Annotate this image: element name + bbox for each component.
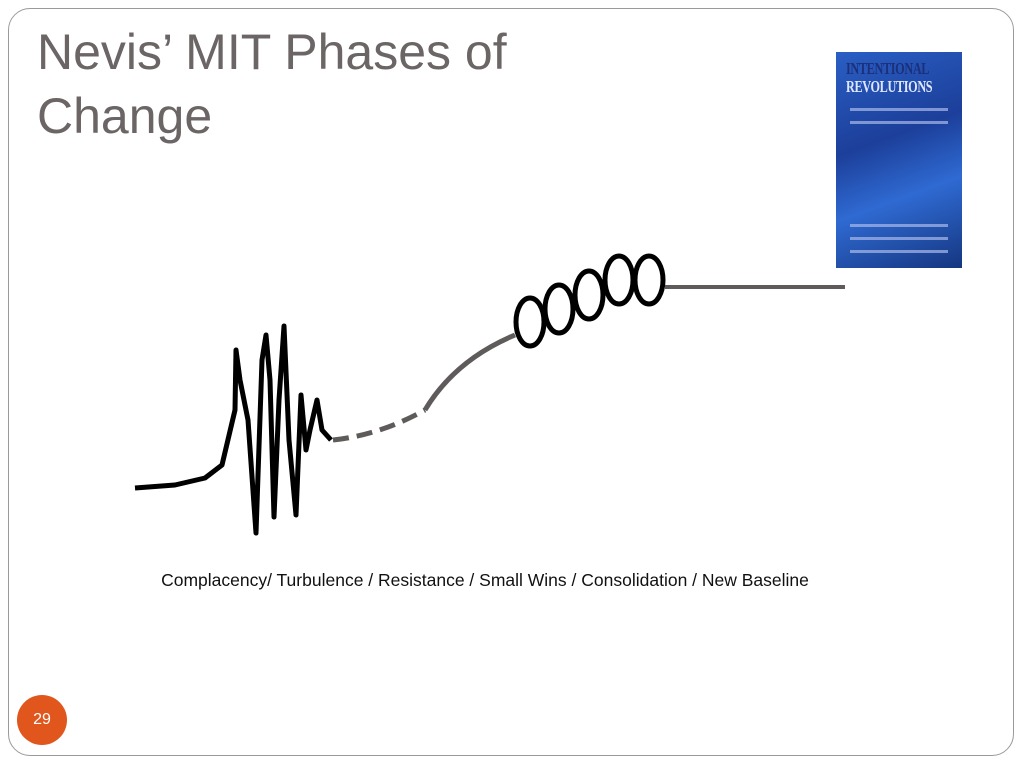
complacency-turbulence-line	[134, 323, 333, 536]
book-title-line: REVOLUTIONS	[846, 77, 933, 96]
small-wins-curve	[422, 332, 516, 412]
decoration	[850, 237, 948, 240]
slide-title: Nevis’ MIT Phases of Change	[37, 24, 507, 144]
phase-caption: Complacency/ Turbulence / Resistance / S…	[161, 570, 809, 590]
slide-frame	[8, 8, 1014, 756]
book-cover: INTENTIONAL REVOLUTIONS	[836, 52, 962, 268]
resistance-dashed	[332, 407, 427, 443]
decoration	[850, 108, 948, 111]
slide-number: 29	[17, 695, 67, 745]
decoration	[850, 250, 948, 253]
book-title-line: INTENTIONAL	[846, 59, 930, 78]
decoration	[850, 121, 948, 124]
decoration	[850, 224, 948, 227]
consolidation-loops	[513, 253, 666, 349]
